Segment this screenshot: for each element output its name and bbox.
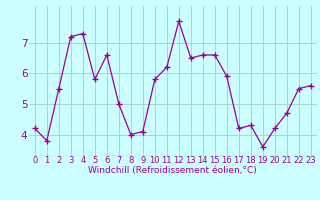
X-axis label: Windchill (Refroidissement éolien,°C): Windchill (Refroidissement éolien,°C) — [88, 166, 257, 175]
